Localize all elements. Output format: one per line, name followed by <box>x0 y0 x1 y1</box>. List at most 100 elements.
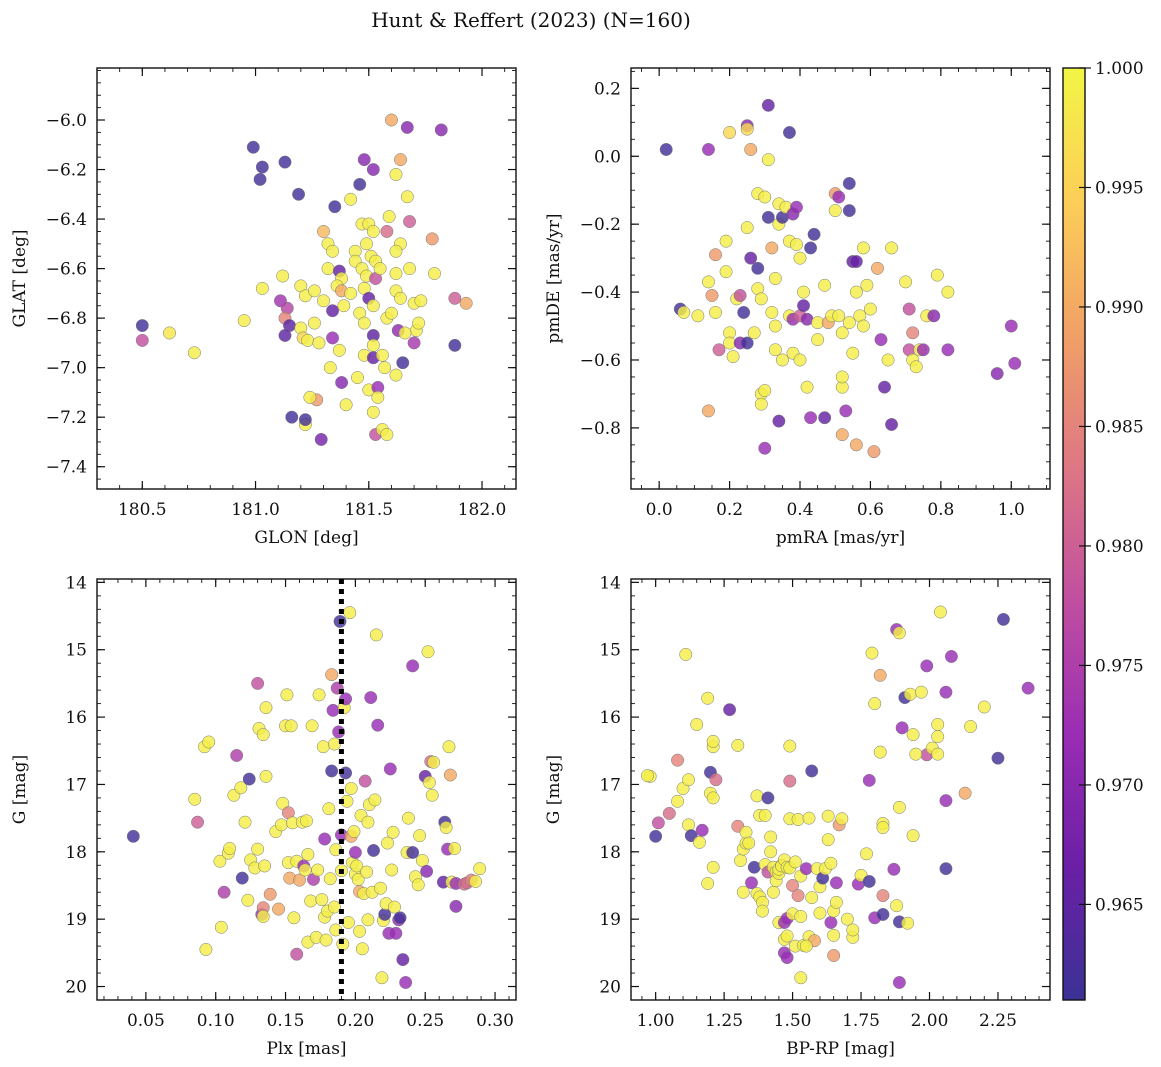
scatter-point <box>761 791 775 805</box>
scatter-point <box>469 874 482 888</box>
scatter-point <box>406 659 420 673</box>
scatter-point <box>958 786 972 800</box>
scatter-point <box>846 346 860 360</box>
scatter-point <box>425 232 439 246</box>
scatter-point <box>241 893 255 907</box>
scatter-point <box>846 923 860 937</box>
scatter-point <box>366 299 380 313</box>
scatter-point <box>360 865 374 879</box>
scatter-point <box>780 929 794 943</box>
y-tick-label: −7.2 <box>46 408 87 428</box>
scatter-point <box>916 343 930 357</box>
scatter-point <box>885 418 899 431</box>
scatter-point <box>385 863 399 877</box>
scatter-point <box>765 241 779 255</box>
scatter-point <box>765 306 779 319</box>
y-tick-label: −0.2 <box>580 215 621 235</box>
figure-title: Hunt & Reffert (2023) (N=160) <box>371 8 691 32</box>
scatter-point <box>731 738 745 752</box>
y-tick-label: −6.4 <box>46 210 87 230</box>
scatter-point <box>384 306 398 320</box>
scatter-point <box>393 911 407 925</box>
scatter-point <box>326 304 339 318</box>
scatter-point <box>712 343 726 357</box>
scatter-point <box>783 739 797 753</box>
x-tick-label: 181.5 <box>344 500 393 520</box>
y-tick-label: 16 <box>599 708 621 728</box>
scatter-point <box>793 251 807 265</box>
scatter-point <box>319 933 333 947</box>
scatter-point <box>761 210 775 224</box>
scatter-point <box>383 762 397 776</box>
scatter-point <box>733 289 747 302</box>
x-tick-label: 0.6 <box>857 500 884 520</box>
scatter-point <box>726 350 740 364</box>
colorbar-ticks: 0.965 0.970 0.975 0.980 0.985 0.990 0.995 1.000 <box>1079 59 1144 915</box>
scatter-point <box>325 764 339 778</box>
scatter-point <box>272 902 286 916</box>
scatter-point <box>790 238 803 251</box>
scatter-point <box>768 343 782 357</box>
scatter-point <box>300 814 313 828</box>
scatter-point <box>328 200 342 214</box>
scatter-point <box>337 299 351 313</box>
scatter-point <box>832 190 846 204</box>
scatter-point <box>353 177 367 191</box>
scatter-point <box>832 309 846 323</box>
scatter-point <box>906 326 920 340</box>
scatter-point <box>764 830 778 844</box>
scatter-point <box>890 899 904 913</box>
y-axis-label: G [mag] <box>10 755 30 824</box>
scatter-point <box>396 356 410 370</box>
scatter-point <box>931 718 945 731</box>
scatter-point <box>360 237 373 251</box>
scatter-point <box>818 411 832 425</box>
scatter-point <box>892 976 906 989</box>
plot-frame <box>96 578 517 1001</box>
scatter-point <box>824 856 838 870</box>
x-tick-label: 180.5 <box>118 500 167 520</box>
scatter-point <box>301 848 315 861</box>
scatter-point <box>794 971 808 985</box>
scatter-point <box>1021 681 1035 695</box>
scatter-point <box>865 646 879 660</box>
scatter-point <box>758 190 772 204</box>
scatter-point <box>348 846 362 859</box>
scatter-point <box>307 316 321 330</box>
scatter-point <box>682 773 695 787</box>
scatter-point <box>761 98 775 112</box>
scatter-point <box>876 821 890 835</box>
scatter-point <box>373 262 387 276</box>
scatter-point <box>671 753 685 767</box>
scatter-point <box>736 885 750 899</box>
scatter-point <box>860 847 873 861</box>
colorbar: 0.965 0.970 0.975 0.980 0.985 0.990 0.995 1.000 <box>1062 59 1144 1001</box>
scatter-point <box>202 735 216 749</box>
scatter-point <box>403 262 417 276</box>
scatter-point <box>740 336 754 350</box>
scatter-point <box>237 314 251 328</box>
scatter-point <box>394 291 407 305</box>
scatter-point <box>705 289 719 302</box>
scatter-point <box>255 281 269 295</box>
scatter-point <box>327 737 341 751</box>
scatter-point <box>191 815 205 829</box>
y-tick-label: 17 <box>599 775 621 795</box>
scatter-point <box>366 405 380 419</box>
scatter-point <box>734 854 747 868</box>
colorbar-tick-label: 0.980 <box>1095 537 1144 557</box>
scatter-point <box>791 889 805 903</box>
scatter-point <box>361 913 375 927</box>
scatter-point <box>754 397 768 411</box>
x-tick-label: 0.05 <box>127 1011 165 1031</box>
scatter-point <box>873 745 887 759</box>
scatter-point <box>380 428 394 441</box>
scatter-points <box>640 605 1035 989</box>
y-tick-label: 18 <box>65 843 87 863</box>
scatter-point <box>758 808 772 822</box>
scatter-point <box>353 924 367 938</box>
scatter-point <box>878 380 891 394</box>
scatter-point <box>849 438 863 452</box>
scatter-point <box>402 811 415 825</box>
scatter-point <box>380 224 394 238</box>
